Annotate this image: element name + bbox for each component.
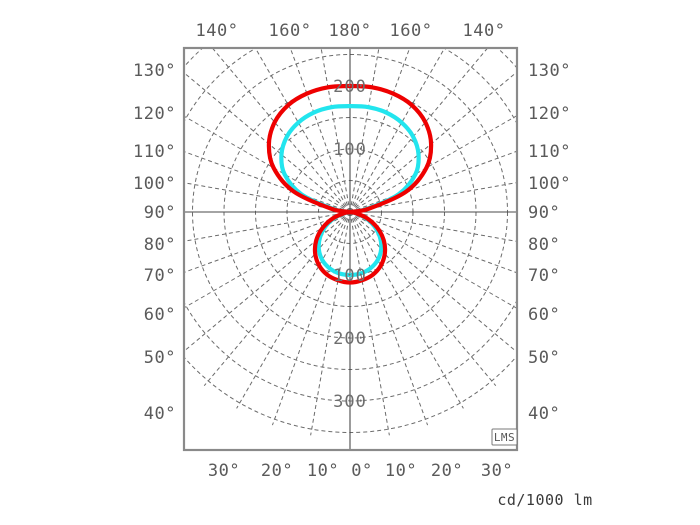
- right-label-3: 100°: [528, 174, 571, 194]
- left-label-4: 90°: [144, 203, 176, 223]
- right-label-2: 110°: [528, 142, 571, 162]
- left-label-9: 40°: [144, 404, 176, 424]
- plot-frame: [182, 46, 519, 452]
- bottom-label-2: 10°: [307, 461, 339, 481]
- radial-label-down-100: 100: [333, 266, 367, 286]
- right-label-1: 120°: [528, 104, 571, 124]
- right-label-5: 80°: [528, 235, 560, 255]
- top-axis-labels: 140° 160° 180° 160° 140°: [196, 21, 506, 41]
- left-axis-labels: 130° 120° 110° 100° 90° 80° 70° 60° 50° 40°: [133, 61, 176, 424]
- right-label-4: 90°: [528, 203, 560, 223]
- radial-label-up-100: 100: [333, 140, 367, 160]
- logo-label: LMS: [494, 431, 515, 444]
- left-label-3: 100°: [133, 174, 176, 194]
- right-label-9: 40°: [528, 404, 560, 424]
- bottom-axis-labels: 30° 20° 10° 0° 10° 20° 30°: [208, 461, 513, 481]
- left-label-8: 50°: [144, 348, 176, 368]
- left-label-2: 110°: [133, 142, 176, 162]
- right-axis-labels: 130° 120° 110° 100° 90° 80° 70° 60° 50° 40°: [528, 61, 571, 424]
- radial-value-labels: 200 100 100 200 300: [333, 77, 367, 412]
- top-label-0: 140°: [196, 21, 239, 41]
- right-label-8: 50°: [528, 348, 560, 368]
- top-label-2: 180°: [329, 21, 372, 41]
- left-label-0: 130°: [133, 61, 176, 81]
- top-label-4: 140°: [463, 21, 506, 41]
- bottom-label-0: 30°: [208, 461, 240, 481]
- logo-box: [491, 428, 518, 446]
- distribution-curves: [266, 83, 434, 285]
- bottom-label-5: 20°: [431, 461, 463, 481]
- bottom-label-4: 10°: [385, 461, 417, 481]
- right-label-6: 70°: [528, 266, 560, 286]
- radial-label-up-200: 200: [333, 77, 367, 97]
- left-label-7: 60°: [144, 305, 176, 325]
- radial-label-down-300: 300: [333, 392, 367, 412]
- right-label-0: 130°: [528, 61, 571, 81]
- radial-label-down-200: 200: [333, 329, 367, 349]
- left-label-5: 80°: [144, 235, 176, 255]
- left-label-6: 70°: [144, 266, 176, 286]
- lms-logo: LMS: [491, 428, 518, 446]
- curve-c0-c180: [266, 83, 434, 285]
- top-label-1: 160°: [269, 21, 312, 41]
- grid-spokes: [184, 48, 517, 436]
- bottom-label-1: 20°: [261, 461, 293, 481]
- bottom-label-6: 30°: [481, 461, 513, 481]
- left-label-1: 120°: [133, 104, 176, 124]
- top-label-3: 160°: [390, 21, 433, 41]
- right-label-7: 60°: [528, 305, 560, 325]
- bottom-label-3: 0°: [351, 461, 372, 481]
- unit-caption: cd/1000 lm: [497, 491, 592, 509]
